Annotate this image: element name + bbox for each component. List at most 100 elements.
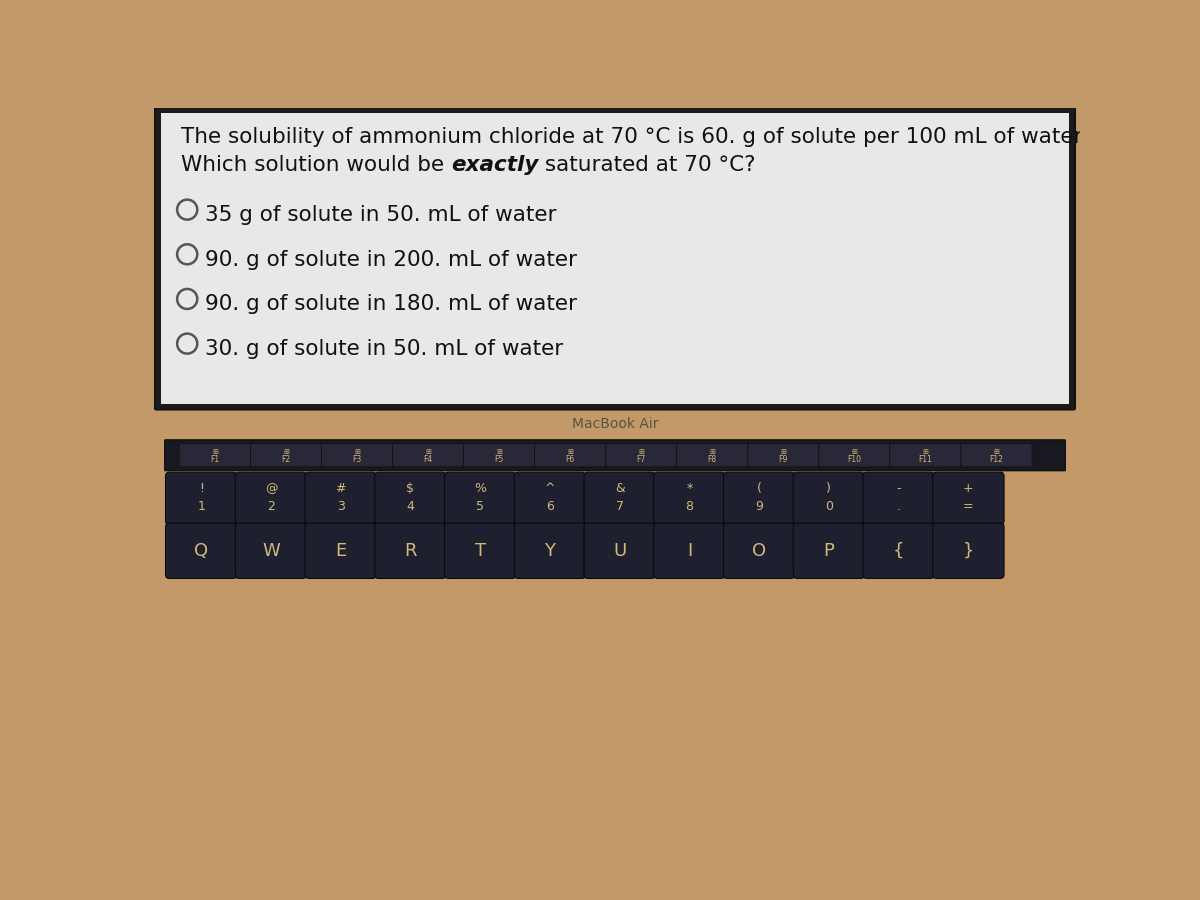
Text: 7: 7 [616,500,624,513]
FancyBboxPatch shape [724,472,794,525]
FancyBboxPatch shape [863,472,935,525]
Text: =: = [964,500,973,513]
FancyBboxPatch shape [890,444,961,467]
Text: @: @ [265,482,277,495]
Text: R: R [404,542,416,560]
Text: ⊞: ⊞ [283,449,289,454]
Text: ⊞: ⊞ [212,449,218,454]
Text: ⊞: ⊞ [354,449,360,454]
Text: W: W [262,542,280,560]
Text: O: O [752,542,767,560]
Text: 90. g of solute in 200. mL of water: 90. g of solute in 200. mL of water [205,249,577,270]
Text: 5: 5 [476,500,484,513]
Text: U: U [613,542,626,560]
FancyBboxPatch shape [444,523,516,579]
Text: ⊞: ⊞ [638,449,644,454]
Text: ⊞: ⊞ [497,449,502,454]
FancyBboxPatch shape [584,472,655,525]
Text: !: ! [199,482,204,495]
Text: }: } [962,542,974,560]
Text: ⊞: ⊞ [923,449,929,454]
FancyBboxPatch shape [180,444,251,467]
FancyBboxPatch shape [932,523,1004,579]
Text: &: & [614,482,624,495]
FancyBboxPatch shape [322,444,392,467]
Text: F10: F10 [847,455,862,464]
FancyBboxPatch shape [793,472,864,525]
FancyBboxPatch shape [374,472,446,525]
Text: 3: 3 [337,500,344,513]
Text: 90. g of solute in 180. mL of water: 90. g of solute in 180. mL of water [205,294,577,314]
Text: The solubility of ammonium chloride at 70 °C is 60. g of solute per 100 mL of wa: The solubility of ammonium chloride at 7… [181,127,1087,148]
Text: 2: 2 [266,500,275,513]
Text: F6: F6 [565,455,575,464]
FancyBboxPatch shape [515,472,586,525]
FancyBboxPatch shape [654,523,725,579]
FancyBboxPatch shape [166,472,236,525]
FancyBboxPatch shape [235,472,306,525]
Text: *: * [686,482,692,495]
Text: 6: 6 [546,500,554,513]
Text: saturated at 70 °C?: saturated at 70 °C? [539,155,756,175]
FancyBboxPatch shape [748,444,818,467]
Text: 1: 1 [197,500,205,513]
FancyBboxPatch shape [515,523,586,579]
Text: ⊞: ⊞ [994,449,1000,454]
Text: 9: 9 [755,500,763,513]
Text: F1: F1 [210,455,220,464]
FancyBboxPatch shape [251,444,322,467]
Text: Which solution would be: Which solution would be [181,155,451,175]
Text: 0: 0 [824,500,833,513]
Text: $: $ [407,482,414,495]
Text: ): ) [827,482,832,495]
Text: Q: Q [194,542,209,560]
FancyBboxPatch shape [724,523,794,579]
Text: E: E [335,542,347,560]
Text: Y: Y [545,542,556,560]
FancyBboxPatch shape [161,112,1069,404]
Text: ⊞: ⊞ [568,449,574,454]
FancyBboxPatch shape [305,472,377,525]
Text: F3: F3 [353,455,361,464]
FancyBboxPatch shape [235,523,306,579]
FancyBboxPatch shape [932,472,1004,525]
FancyBboxPatch shape [818,444,890,467]
Text: 4: 4 [407,500,414,513]
FancyBboxPatch shape [305,523,377,579]
FancyBboxPatch shape [150,108,1080,801]
FancyBboxPatch shape [444,472,516,525]
Text: ⊞: ⊞ [780,449,786,454]
Text: ⊞: ⊞ [709,449,715,454]
Text: F12: F12 [990,455,1003,464]
Text: 30. g of solute in 50. mL of water: 30. g of solute in 50. mL of water [205,339,563,359]
Text: P: P [823,542,834,560]
FancyBboxPatch shape [166,523,236,579]
FancyBboxPatch shape [654,472,725,525]
FancyBboxPatch shape [606,444,677,467]
FancyBboxPatch shape [961,444,1032,467]
Text: F11: F11 [918,455,932,464]
Text: F2: F2 [282,455,290,464]
FancyBboxPatch shape [164,440,1066,471]
FancyBboxPatch shape [155,106,1075,410]
FancyBboxPatch shape [392,444,463,467]
Text: %: % [474,482,486,495]
Text: ^: ^ [545,482,556,495]
Text: {: { [893,542,905,560]
Text: MacBook Air: MacBook Air [571,417,659,431]
Text: 8: 8 [685,500,694,513]
Text: ⊞: ⊞ [852,449,857,454]
Text: I: I [686,542,692,560]
Text: F4: F4 [424,455,433,464]
Text: -: - [896,482,901,495]
Text: F9: F9 [779,455,788,464]
Text: (: ( [757,482,762,495]
FancyBboxPatch shape [374,523,446,579]
Text: F7: F7 [636,455,646,464]
FancyBboxPatch shape [677,444,748,467]
Text: .: . [896,500,901,513]
Text: F8: F8 [708,455,716,464]
Text: 35 g of solute in 50. mL of water: 35 g of solute in 50. mL of water [205,205,557,225]
FancyBboxPatch shape [793,523,864,579]
FancyBboxPatch shape [863,523,935,579]
